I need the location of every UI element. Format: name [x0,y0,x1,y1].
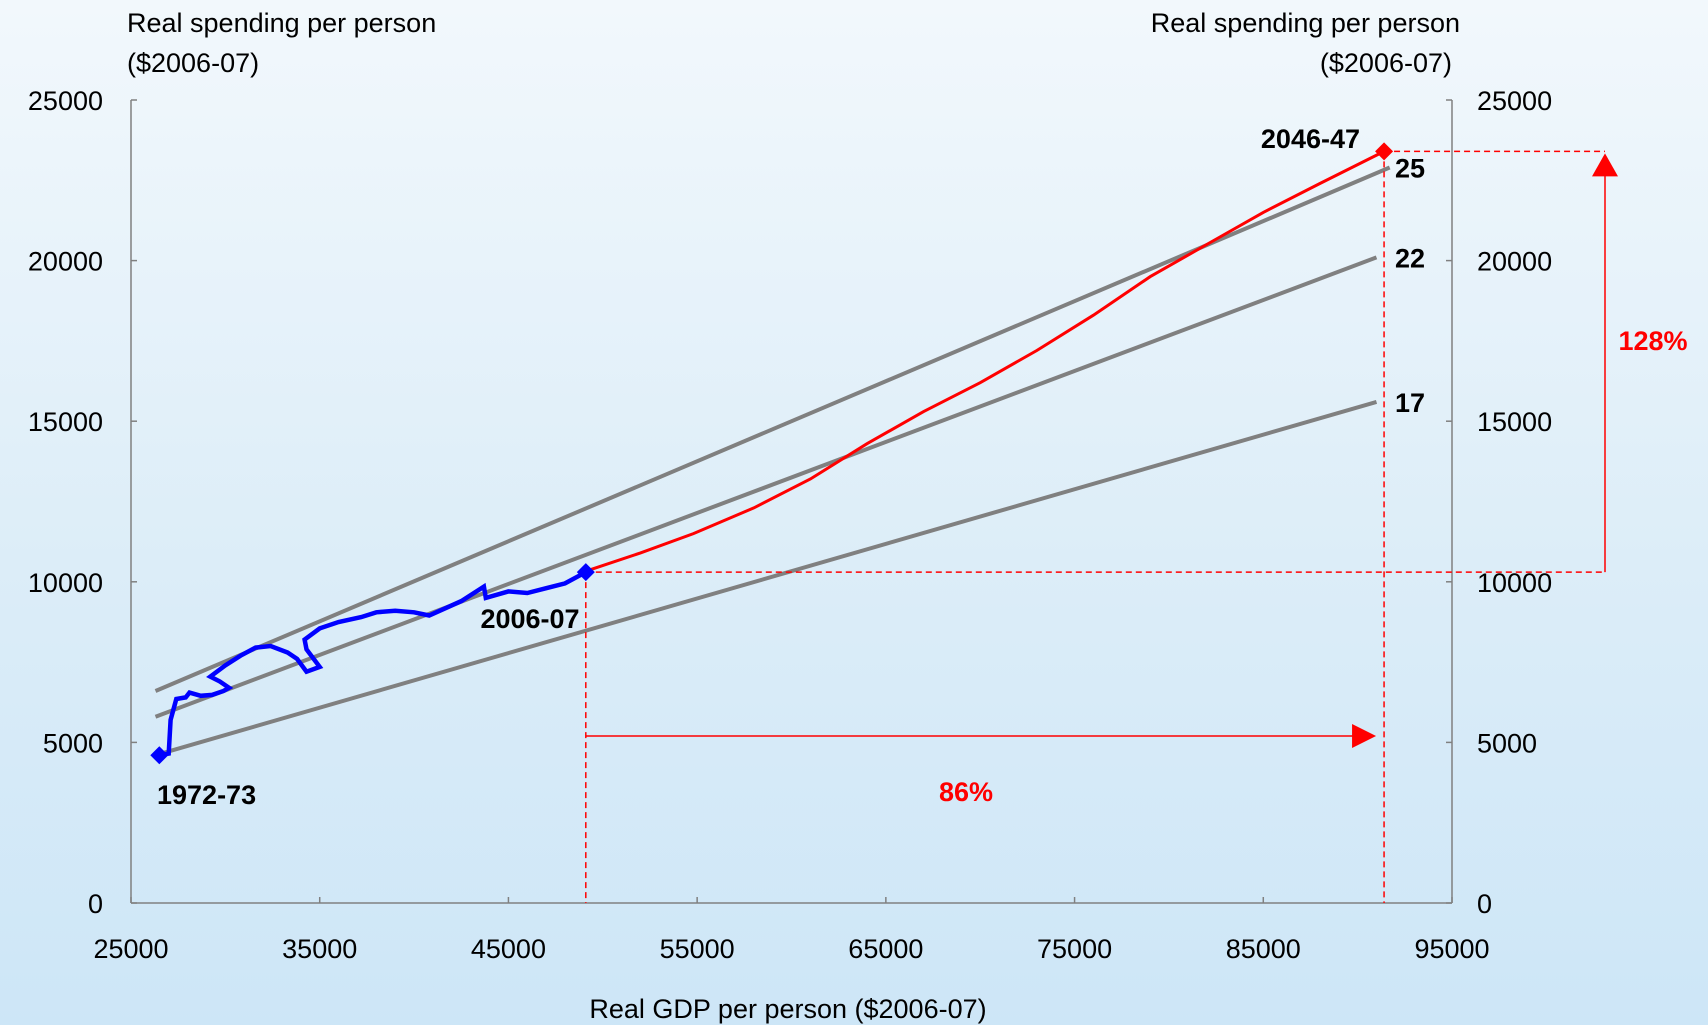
reference-line-label: 25 [1395,153,1425,183]
marker-1972-73 [150,746,168,764]
left-y-tick-label: 15000 [28,407,103,437]
gdp-growth-arrowhead [1352,724,1376,748]
spending-growth-label: 128% [1618,326,1687,356]
right-axis-title-line2: ($2006-07) [1320,48,1452,78]
x-tick-label: 75000 [1037,934,1112,964]
reference-line-22 [156,257,1377,716]
x-tick-label: 45000 [471,934,546,964]
reference-line-label: 17 [1395,388,1425,418]
x-tick-label: 85000 [1226,934,1301,964]
gdp-growth-label: 86% [939,777,993,807]
right-y-tick-label: 0 [1477,889,1492,919]
left-y-tick-label: 25000 [28,86,103,116]
right-axis-title-line1: Real spending per person [1151,8,1460,38]
x-tick-label: 95000 [1414,934,1489,964]
ticks: 25000 35000 45000 55000 65000 75000 85000 95000… [28,86,1552,964]
x-tick-label: 55000 [660,934,735,964]
marker-2006-07 [577,563,595,581]
left-axis-title-line1: Real spending per person [127,8,436,38]
left-y-tick-label: 10000 [28,568,103,598]
reference-lines [156,168,1390,756]
reference-line-17 [156,402,1377,755]
left-axis-title-line2: ($2006-07) [127,48,259,78]
left-y-tick-label: 20000 [28,247,103,277]
right-y-tick-label: 5000 [1477,728,1537,758]
x-tick-label: 65000 [848,934,923,964]
x-tick-label: 35000 [282,934,357,964]
marker-2046-47 [1375,142,1393,160]
marker-label: 2006-07 [480,604,579,634]
spending-growth-arrowhead [1592,153,1618,176]
reference-line-label: 22 [1395,243,1425,273]
x-tick-label: 25000 [93,934,168,964]
x-axis-title: Real GDP per person ($2006-07) [589,994,986,1024]
left-y-tick-label: 0 [88,889,103,919]
marker-label: 1972-73 [157,780,256,810]
left-y-tick-label: 5000 [43,728,103,758]
markers [150,142,1393,764]
right-y-tick-label: 20000 [1477,247,1552,277]
right-y-tick-label: 15000 [1477,407,1552,437]
marker-label: 2046-47 [1261,124,1360,154]
right-y-tick-label: 25000 [1477,86,1552,116]
